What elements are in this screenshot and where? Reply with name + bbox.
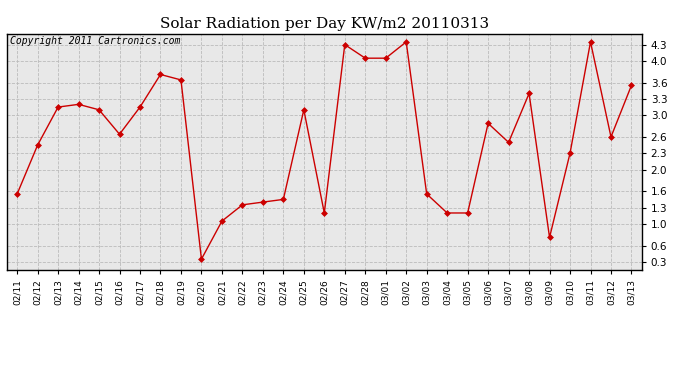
Title: Solar Radiation per Day KW/m2 20110313: Solar Radiation per Day KW/m2 20110313: [160, 17, 489, 31]
Text: Copyright 2011 Cartronics.com: Copyright 2011 Cartronics.com: [10, 36, 181, 46]
